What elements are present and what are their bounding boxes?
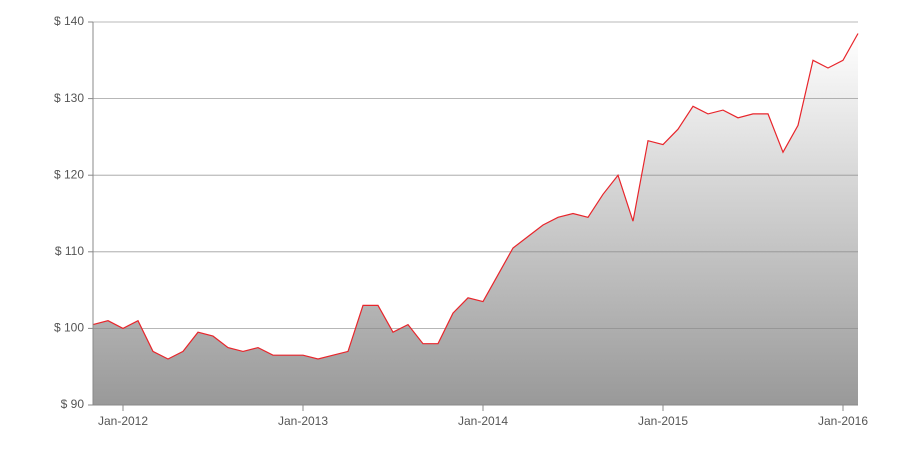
y-tick-label: $ 90: [61, 397, 85, 411]
x-tick-label: Jan-2012: [98, 414, 148, 428]
x-tick-label: Jan-2014: [458, 414, 508, 428]
y-tick-label: $ 130: [54, 91, 84, 105]
y-tick-label: $ 140: [54, 14, 84, 28]
line: [92, 33, 859, 360]
x-tick-label: Jan-2015: [638, 414, 688, 428]
area: [93, 33, 858, 405]
y-tick-label: $ 120: [54, 167, 84, 181]
y-tick-label: $ 100: [54, 321, 84, 335]
x-tick-label: Jan-2016: [818, 414, 868, 428]
x-tick-label: Jan-2013: [278, 414, 328, 428]
y-tick-label: $ 110: [55, 244, 84, 258]
